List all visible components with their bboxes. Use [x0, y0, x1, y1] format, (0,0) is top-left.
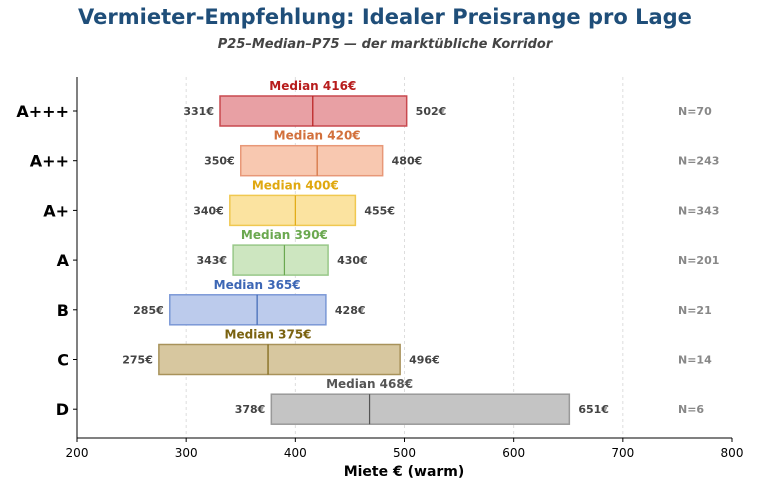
p75-label: 480€	[392, 155, 423, 168]
x-tick-label: 800	[721, 446, 744, 460]
median-label: Median 390€	[241, 228, 328, 242]
category-label: D	[56, 400, 69, 419]
median-label: Median 468€	[326, 377, 413, 391]
p25-label: 343€	[196, 254, 227, 267]
p75-label: 502€	[416, 105, 447, 118]
category-label: A+++	[16, 102, 69, 121]
range-bar	[169, 294, 327, 326]
axes: 200 300 400 500 600 700 800 A+++ A++ A+ A B C D	[16, 77, 743, 460]
p75-label: 428€	[335, 304, 366, 317]
x-axis-title: Miete € (warm)	[344, 464, 465, 480]
category-label: A	[57, 251, 70, 270]
x-tick-label: 300	[175, 446, 198, 460]
x-tick-label: 600	[502, 446, 525, 460]
p75-label: 455€	[364, 204, 395, 217]
range-bar	[158, 343, 401, 376]
range-bar	[240, 144, 384, 177]
n-count-label: N=6	[678, 403, 704, 416]
category-label: A+	[43, 201, 69, 220]
category-label: A++	[30, 152, 69, 171]
x-tick-label: 400	[284, 446, 307, 460]
median-label: Median 400€	[252, 178, 339, 192]
range-bars	[158, 95, 571, 425]
median-label: Median 416€	[269, 79, 356, 93]
p75-label: 651€	[578, 403, 609, 416]
median-label: Median 375€	[225, 328, 312, 342]
range-bar	[229, 194, 357, 227]
p75-label: 430€	[337, 254, 368, 267]
n-count-label: N=343	[678, 204, 719, 217]
category-label: B	[57, 301, 69, 320]
p25-label: 285€	[133, 304, 164, 317]
chart-subtitle: P25–Median–P75 — der marktübliche Korrid…	[217, 37, 553, 52]
n-count-label: N=70	[678, 105, 712, 118]
x-tick-label: 200	[66, 446, 89, 460]
n-count-label: N=14	[678, 354, 712, 367]
n-count-label: N=243	[678, 155, 719, 168]
median-label: Median 420€	[274, 129, 361, 143]
n-count-label: N=201	[678, 254, 719, 267]
range-bar	[270, 393, 571, 425]
category-label: C	[57, 351, 69, 370]
p25-label: 340€	[193, 204, 224, 217]
p25-label: 331€	[183, 105, 214, 118]
median-label: Median 365€	[214, 278, 301, 292]
data-labels: Median 416€ 331€ 502€ N=70 Median 420€ 350€ 48…	[122, 79, 719, 416]
x-tick-label: 500	[393, 446, 416, 460]
p25-label: 275€	[122, 354, 153, 367]
p25-label: 378€	[235, 403, 266, 416]
chart-title: Vermieter-Empfehlung: Idealer Preisrange…	[78, 5, 692, 29]
n-count-label: N=21	[678, 304, 712, 317]
p75-label: 496€	[409, 354, 440, 367]
range-bar	[232, 244, 329, 276]
p25-label: 350€	[204, 155, 235, 168]
x-tick-label: 700	[611, 446, 634, 460]
